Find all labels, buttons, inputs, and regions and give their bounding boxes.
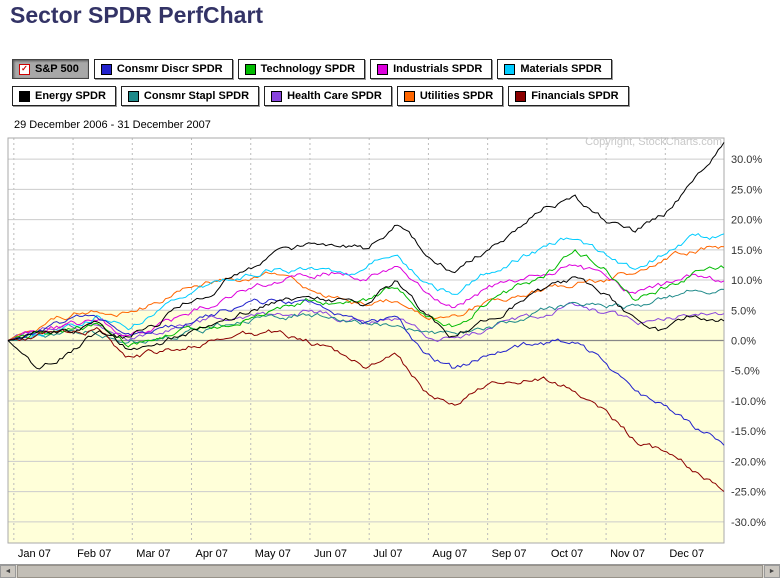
- x-axis-label: Jul 07: [373, 548, 402, 560]
- series-line-consmr-stapl-spdr: [7, 288, 725, 344]
- y-axis-label: -30.0%: [731, 517, 766, 529]
- y-axis-label: 15.0%: [731, 245, 762, 257]
- y-axis-label: 0.0%: [731, 336, 756, 348]
- date-range-scrollbar[interactable]: ◄ ►: [0, 564, 780, 578]
- y-axis-label: -25.0%: [731, 487, 766, 499]
- color-swatch: [244, 63, 256, 75]
- x-axis-label: Aug 07: [432, 548, 467, 560]
- color-swatch: [127, 90, 139, 102]
- y-axis-label: 30.0%: [731, 154, 762, 166]
- x-axis-label: Oct 07: [551, 548, 583, 560]
- legend-row-1: ✓ S&P 500 Consmr Discr SPDR Technology SPDR…: [12, 59, 634, 79]
- legend-label: Materials SPDR: [520, 63, 602, 75]
- x-axis-label: Nov 07: [610, 548, 645, 560]
- legend-button-industrials-spdr[interactable]: Industrials SPDR: [370, 59, 493, 79]
- x-axis-label: Dec 07: [669, 548, 704, 560]
- color-swatch: [515, 90, 527, 102]
- legend-label: Health Care SPDR: [287, 90, 382, 102]
- legend-label: Consmr Discr SPDR: [116, 63, 223, 75]
- color-swatch: [403, 90, 415, 102]
- x-axis-label: Jan 07: [18, 548, 51, 560]
- scroll-right-arrow-icon: ►: [768, 568, 776, 575]
- scroll-left-button[interactable]: ◄: [0, 565, 16, 578]
- legend-button-utilities-spdr[interactable]: Utilities SPDR: [396, 86, 504, 106]
- y-axis-label: 25.0%: [731, 184, 762, 196]
- x-axis-label: Jun 07: [314, 548, 347, 560]
- y-axis-label: 10.0%: [731, 275, 762, 287]
- legend-label: Technology SPDR: [260, 63, 356, 75]
- y-axis-label: -15.0%: [731, 426, 766, 438]
- plot-background-lower: [8, 310, 724, 543]
- color-swatch: [504, 63, 516, 75]
- series-line-materials-spdr: [7, 232, 725, 341]
- scroll-right-button[interactable]: ►: [764, 565, 780, 578]
- series-line-energy-spdr: [7, 142, 725, 370]
- color-swatch: [377, 63, 389, 75]
- sector-legend: ✓ S&P 500 Consmr Discr SPDR Technology SPDR…: [12, 59, 634, 113]
- perf-chart-canvas: Jan 07 Feb 07 Mar 07 Apr 07 May 07 Jun 07 Jul …: [7, 137, 766, 560]
- series-line-technology-spdr: [7, 249, 725, 348]
- y-axis-label: -5.0%: [731, 366, 760, 378]
- legend-label: Industrials SPDR: [393, 63, 483, 75]
- legend-label: Consmr Stapl SPDR: [143, 90, 250, 102]
- checkbox-icon: ✓: [19, 63, 30, 75]
- copyright-label: Copyright, StockCharts.com: [585, 136, 722, 148]
- legend-button-materials-spdr[interactable]: Materials SPDR: [497, 59, 612, 79]
- x-axis-label: Feb 07: [77, 548, 111, 560]
- series-line-industrials-spdr: [7, 264, 725, 341]
- legend-label: Financials SPDR: [531, 90, 619, 102]
- series-line-health-care-spdr: [7, 302, 725, 343]
- legend-button-financials-spdr[interactable]: Financials SPDR: [508, 86, 629, 106]
- chart-area: Jan 07 Feb 07 Mar 07 Apr 07 May 07 Jun 07 Jul …: [0, 130, 780, 564]
- date-range-label: 29 December 2006 - 31 December 2007: [14, 119, 211, 131]
- legend-label: S&P 500: [35, 63, 79, 75]
- legend-button-consmr-discr-spdr[interactable]: Consmr Discr SPDR: [93, 59, 233, 79]
- y-axis-label: 20.0%: [731, 215, 762, 227]
- y-axis-label: -20.0%: [731, 456, 766, 468]
- series-line-consmr-discr-spdr: [7, 298, 725, 446]
- legend-button-consmr-stapl-spdr[interactable]: Consmr Stapl SPDR: [120, 86, 260, 106]
- color-swatch: [19, 90, 30, 102]
- y-axis-label: -10.0%: [731, 396, 766, 408]
- x-axis-label: Apr 07: [196, 548, 228, 560]
- x-axis-label: Mar 07: [136, 548, 170, 560]
- series-line-financials-spdr: [7, 326, 725, 492]
- x-axis-label: May 07: [255, 548, 291, 560]
- scroll-left-arrow-icon: ◄: [4, 568, 12, 575]
- color-swatch: [271, 90, 283, 102]
- legend-label: Energy SPDR: [35, 90, 106, 102]
- color-swatch: [100, 63, 112, 75]
- legend-button-energy-spdr[interactable]: Energy SPDR: [12, 86, 116, 106]
- legend-row-2: Energy SPDR Consmr Stapl SPDR Health Care …: [12, 86, 634, 106]
- scrollbar-thumb[interactable]: [17, 565, 763, 578]
- series-line-s-p-500: [7, 276, 725, 351]
- x-axis-label: Sep 07: [492, 548, 527, 560]
- legend-button-technology-spdr[interactable]: Technology SPDR: [237, 59, 366, 79]
- legend-button-health-care-spdr[interactable]: Health Care SPDR: [264, 86, 392, 106]
- page-title: Sector SPDR PerfChart: [10, 2, 264, 28]
- y-axis-label: 5.0%: [731, 305, 756, 317]
- series-line-utilities-spdr: [7, 245, 725, 341]
- legend-label: Utilities SPDR: [419, 90, 494, 102]
- legend-button-s-p-500[interactable]: ✓ S&P 500: [12, 59, 89, 79]
